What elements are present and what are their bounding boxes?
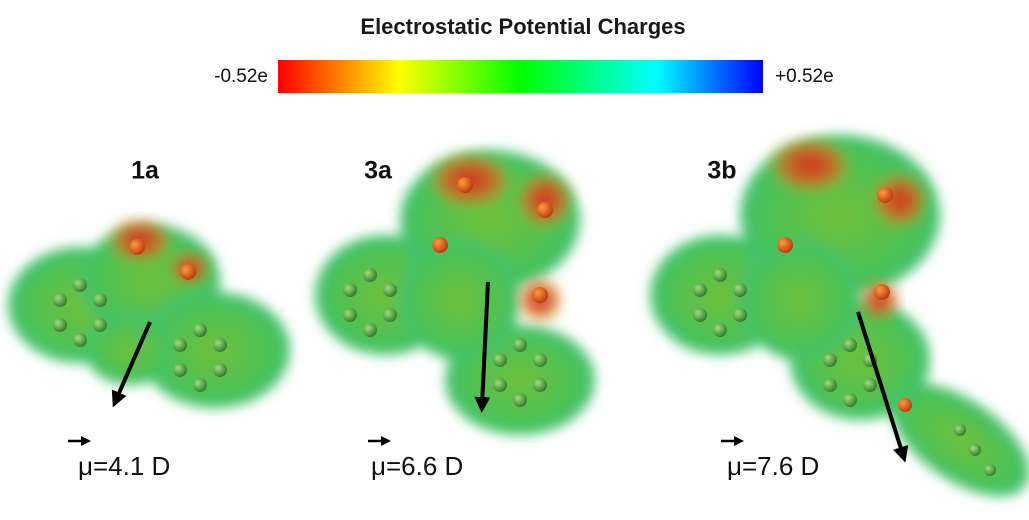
- molecule-label: 3a: [364, 157, 393, 185]
- color-bar: [278, 60, 763, 93]
- dipole-moment: μ=7.6 D: [727, 451, 819, 481]
- molecule-label: 3b: [707, 157, 736, 185]
- figure: Electrostatic Potential Charges -0.52e +…: [0, 0, 1029, 515]
- title: Electrostatic Potential Charges: [360, 14, 685, 39]
- molecule-3b: [650, 135, 1029, 515]
- molecule-1a: [8, 216, 290, 408]
- color-bar-max: +0.52e: [775, 66, 834, 87]
- dipole-moment: μ=6.6 D: [371, 451, 463, 481]
- color-bar-min: -0.52e: [214, 66, 268, 87]
- molecule-label: 1a: [131, 157, 160, 185]
- dipole-moment: μ=4.1 D: [78, 451, 170, 481]
- molecule-3a: [315, 150, 595, 435]
